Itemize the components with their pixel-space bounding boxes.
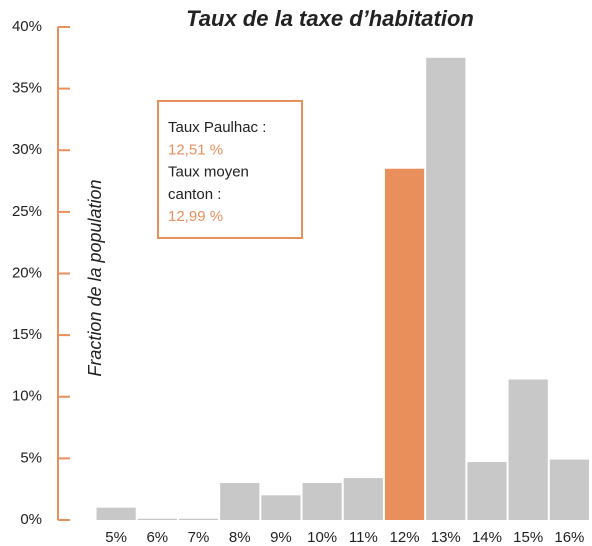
- bar: [220, 483, 260, 520]
- annotation-text: 12,99 %: [168, 208, 223, 225]
- x-tick-label: 5%: [105, 529, 127, 546]
- bar: [261, 495, 301, 520]
- bar: [137, 518, 177, 520]
- y-tick-label: 0%: [20, 511, 42, 528]
- x-tick-label: 16%: [554, 529, 584, 546]
- y-tick-label: 15%: [12, 326, 42, 343]
- y-tick-label: 25%: [12, 203, 42, 220]
- x-tick-label: 6%: [146, 529, 168, 546]
- bar: [426, 57, 466, 520]
- bar: [178, 518, 219, 520]
- bar: [549, 459, 589, 520]
- y-tick-label: 35%: [12, 80, 42, 97]
- chart-title: Taux de la taxe d’habitation: [186, 6, 474, 31]
- y-tick-label: 10%: [12, 388, 42, 405]
- y-tick-label: 5%: [20, 449, 42, 466]
- x-tick-label: 11%: [349, 529, 378, 546]
- bar: [384, 168, 425, 521]
- x-tick-label: 12%: [390, 529, 420, 546]
- y-tick-label: 40%: [12, 18, 42, 35]
- y-tick-label: 20%: [12, 264, 42, 281]
- x-tick-label: 9%: [270, 529, 292, 546]
- annotation-text: canton :: [168, 186, 221, 203]
- annotation-box: [157, 100, 303, 239]
- x-tick-label: 13%: [431, 529, 461, 546]
- annotation-text: 12,51 %: [168, 141, 223, 158]
- x-tick-label: 15%: [513, 529, 543, 546]
- bar: [302, 483, 342, 520]
- x-tick-label: 14%: [472, 529, 502, 546]
- y-axis-label: Fraction de la population: [85, 179, 105, 376]
- bar: [508, 379, 548, 520]
- x-tick-label: 10%: [307, 529, 337, 546]
- annotation-text: Taux moyen: [168, 164, 249, 181]
- bar: [467, 462, 507, 520]
- bar: [343, 478, 383, 520]
- y-tick-label: 30%: [12, 141, 42, 158]
- annotation-text: Taux Paulhac :: [168, 119, 266, 136]
- bar: [96, 507, 136, 520]
- x-tick-label: 8%: [229, 529, 251, 546]
- x-tick-label: 7%: [188, 529, 210, 546]
